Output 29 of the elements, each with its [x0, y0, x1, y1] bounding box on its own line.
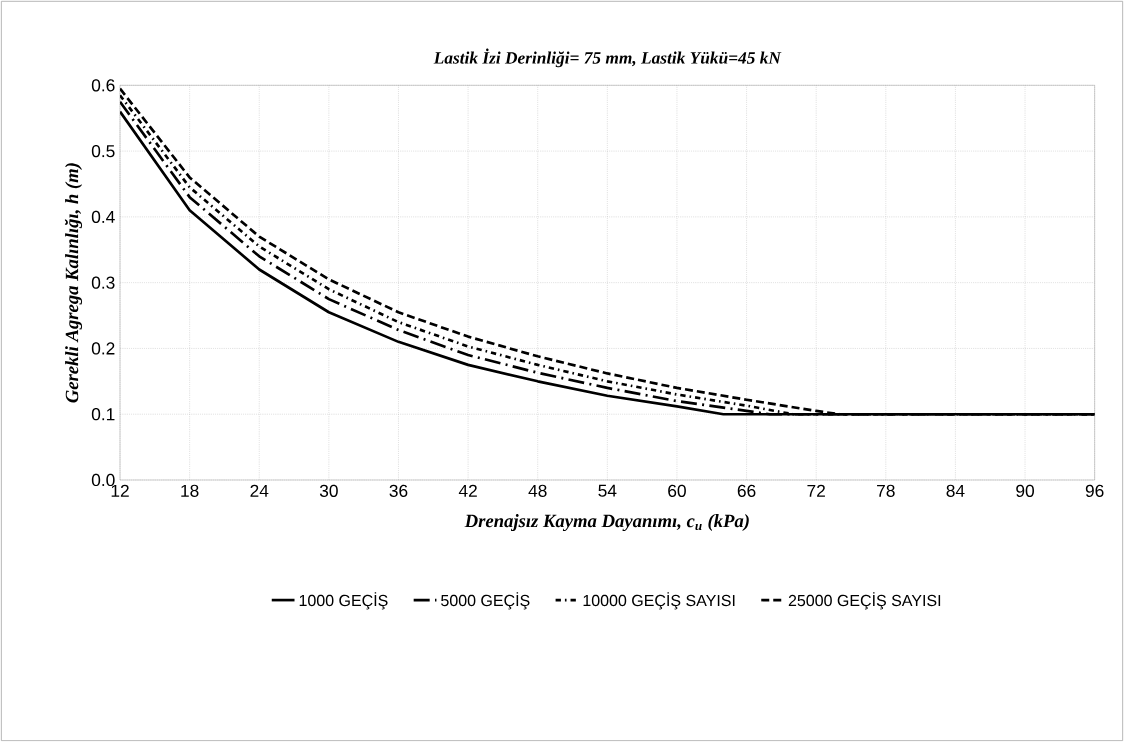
y-tick-label: 0.0 [91, 473, 115, 487]
x-tick-label: 42 [458, 484, 477, 497]
x-axis-title: Drenajsız Kayma Dayanımı, c$_{u}$ (kPa) [464, 514, 749, 532]
x-tick-label: 72 [807, 484, 825, 497]
x-tick-label: 30 [319, 484, 338, 497]
x-tick-label: 18 [181, 484, 199, 497]
x-tick-label: 24 [250, 484, 269, 497]
y-axis-title: Gerekli Agrega Kalınlığı, h (m) [64, 163, 83, 403]
x-tick-label: 84 [946, 484, 965, 497]
x-tick-label: 12 [111, 484, 129, 497]
x-tick-label: 78 [877, 484, 895, 497]
x-tick-label: 36 [389, 484, 408, 497]
x-tick-label: 48 [528, 484, 547, 497]
y-tick-label: 0.6 [91, 79, 115, 92]
legend-label: 25000 GEÇİŞ SAYISI [788, 592, 941, 610]
legend-label: 5000 GEÇİŞ [441, 592, 530, 610]
x-tick-label: 54 [598, 484, 617, 497]
x-tick-label: 90 [1016, 484, 1034, 497]
y-tick-label: 0.3 [91, 276, 115, 289]
chart-title: Lastik İzi Derinliği= 75 mm, Lastik Yükü=45 kN [433, 48, 782, 68]
legend-label: 1000 GEÇİŞ [299, 592, 388, 610]
y-tick-label: 0.2 [91, 342, 115, 355]
legend-label: 10000 GEÇİŞ SAYISI [583, 592, 735, 610]
y-tick-label: 0.5 [91, 144, 115, 158]
x-tick-label: 60 [668, 484, 686, 497]
y-tick-label: 0.4 [91, 210, 115, 224]
x-tick-label: 96 [1085, 484, 1104, 497]
x-tick-label: 66 [737, 484, 756, 497]
y-tick-label: 0.1 [91, 408, 115, 421]
